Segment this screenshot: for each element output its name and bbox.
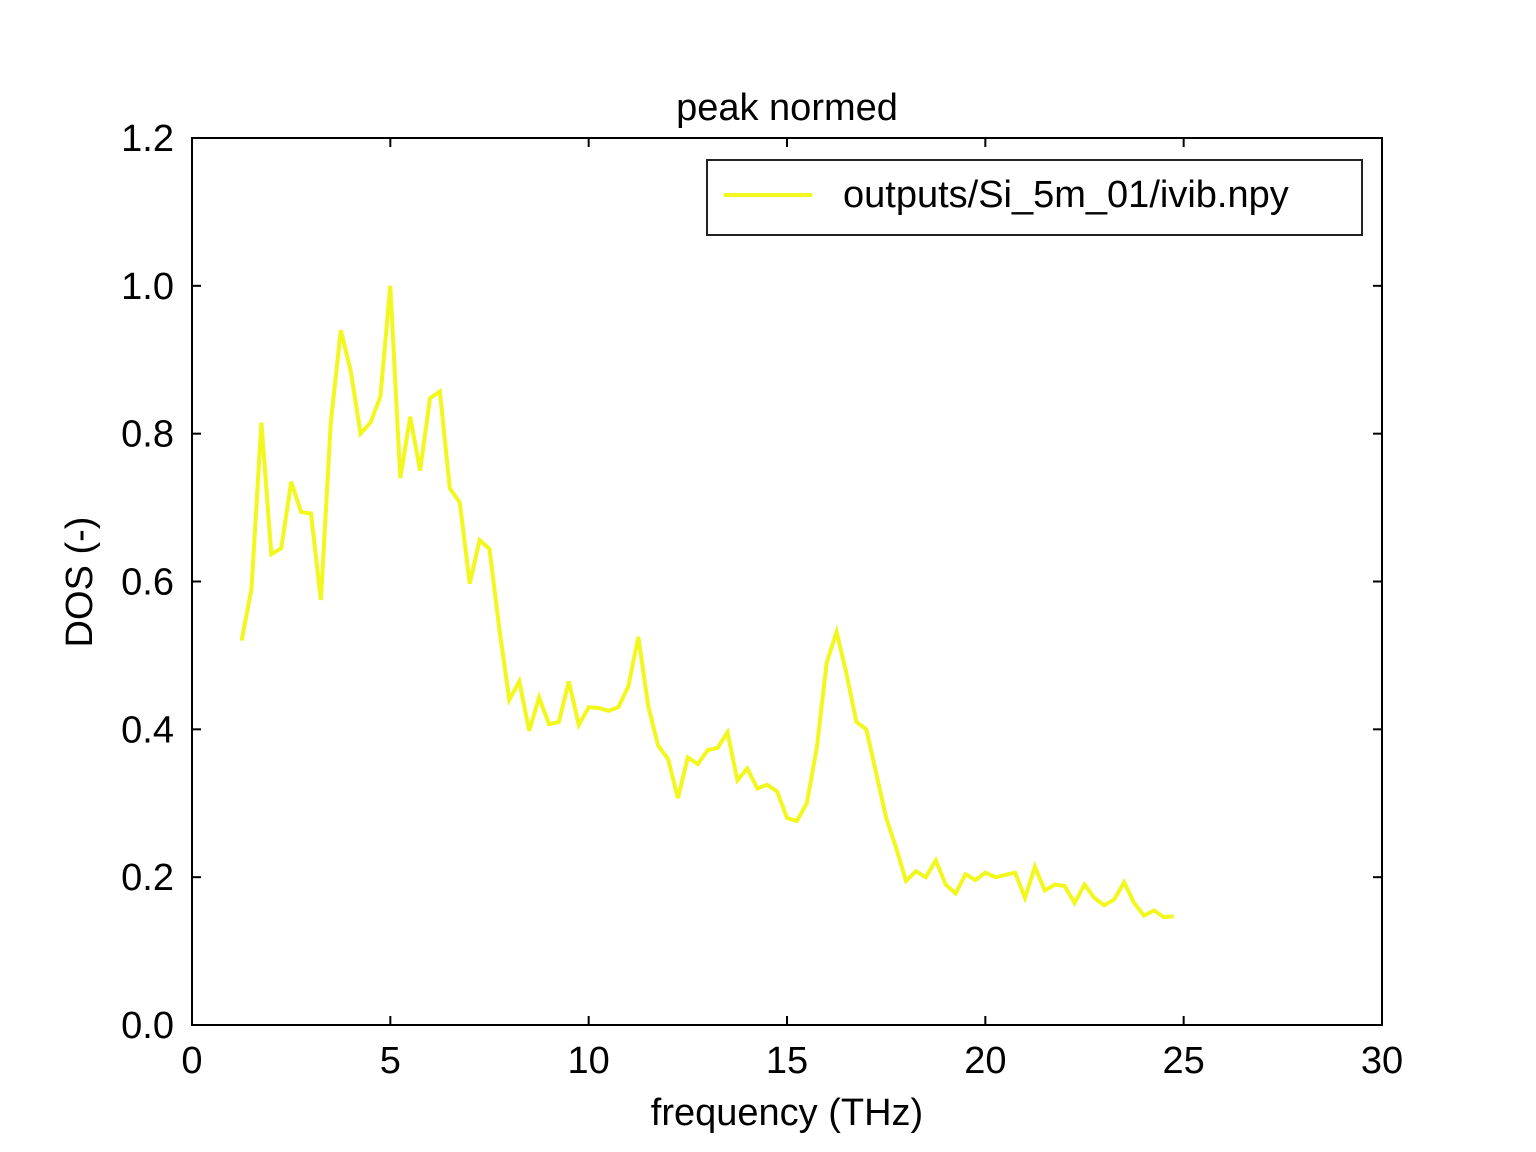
- x-tick-label: 0: [181, 1040, 202, 1082]
- x-axis-label: frequency (THz): [651, 1092, 923, 1134]
- chart-title: peak normed: [676, 87, 898, 129]
- y-tick-label: 1.2: [121, 118, 174, 160]
- x-tick-label: 25: [1163, 1040, 1205, 1082]
- y-tick-label: 0.6: [121, 562, 174, 604]
- x-tick-label: 10: [568, 1040, 610, 1082]
- y-tick-label: 0.4: [121, 709, 174, 751]
- y-tick-label: 1.0: [121, 266, 174, 308]
- legend-frame: [706, 159, 1363, 236]
- series-line: [239, 285, 1174, 920]
- y-axis-label: DOS (-): [59, 517, 101, 648]
- legend: outputs/Si_5m_01/ivib.npy: [706, 159, 1363, 236]
- legend-label: outputs/Si_5m_01/ivib.npy: [843, 174, 1289, 216]
- plot-area: 0 5 10 15 20 25 30 0.0 0.2 0.4 0.6 0.8 1.0 1.2: [121, 118, 1403, 1082]
- x-tick-label: 30: [1361, 1040, 1403, 1082]
- plot-frame: [191, 137, 1383, 1026]
- x-tick-label: 5: [380, 1040, 401, 1082]
- x-tick-label: 15: [766, 1040, 808, 1082]
- y-tick-label: 0.0: [121, 1005, 174, 1047]
- y-tick-label: 0.8: [121, 414, 174, 456]
- x-tick-label: 20: [964, 1040, 1006, 1082]
- y-tick-label: 0.2: [121, 857, 174, 899]
